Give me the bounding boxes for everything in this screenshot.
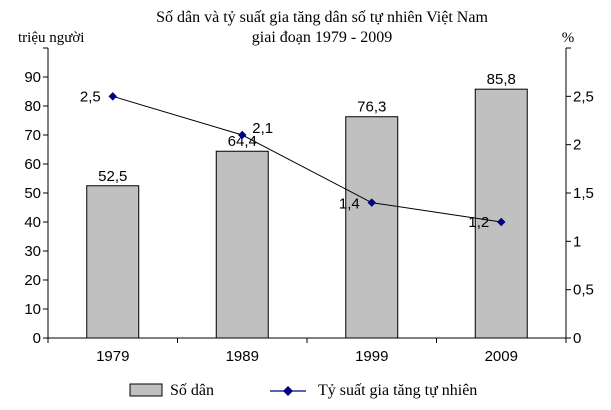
x-tick-label-1999: 1999: [355, 348, 388, 365]
y-right-tick-label-0.5: 0,5: [573, 282, 594, 299]
bar-value-label-2009: 85,8: [487, 71, 516, 88]
legend-label-ty-suat: Tỷ suất gia tăng tự nhiên: [318, 382, 477, 399]
line-path-ty-suat: [112, 95, 502, 223]
bar-1979: [86, 185, 140, 339]
y-left-tick-label-30: 30: [24, 243, 41, 260]
line-marker-2009: [497, 217, 506, 227]
x-tick-label-1989: 1989: [226, 348, 259, 365]
line-value-label-1989: 2,1: [252, 120, 273, 137]
y-left-tick-label-40: 40: [24, 214, 41, 231]
y-right-tick-label-2.5: 2,5: [573, 88, 594, 105]
axes: 0 10 20 30 40 50 60 70 80 90 0 0,5 1 1,5 2 2,5 1979 1989 1…: [24, 47, 594, 365]
bar-value-label-1989: 64,4: [228, 133, 257, 150]
y-left-tick-label-90: 90: [24, 69, 41, 86]
legend-label-so-dan: Số dân: [170, 382, 214, 399]
line-marker-1989: [238, 130, 247, 140]
bar-2009: [474, 88, 528, 339]
legend-marker-ty-suat: [283, 386, 293, 396]
chart-title-line-2: giai đoạn 1979 - 2009: [252, 29, 392, 46]
bar-series: 52,5 64,4 76,3 85,8: [86, 71, 528, 339]
y-right-tick-label-2: 2: [573, 137, 581, 154]
line-marker-1999: [367, 198, 376, 207]
bar-value-label-1979: 52,5: [98, 168, 127, 185]
chart-title-line-1: Số dân và tỷ suất gia tăng dân số tự nhi…: [156, 9, 488, 26]
x-tick-label-2009: 2009: [485, 348, 518, 365]
y-left-tick-label-10: 10: [24, 301, 41, 318]
x-tick-label-1979: 1979: [96, 348, 129, 365]
bar-1989: [215, 150, 269, 339]
y-left-tick-label-60: 60: [24, 156, 41, 173]
line-marker-1979: [108, 92, 117, 101]
bar-1999: [345, 116, 399, 339]
legend-swatch-so-dan: [129, 383, 163, 397]
y-right-tick-label-0: 0: [573, 330, 581, 347]
legend: Số dân Tỷ suất gia tăng tự nhiên: [129, 382, 477, 399]
y-right-tick-label-1.5: 1,5: [573, 185, 594, 202]
y-right-axis-label: %: [562, 30, 575, 46]
y-left-axis-label: triệu người: [18, 30, 84, 46]
y-left-tick-label-70: 70: [24, 127, 41, 144]
line-value-label-1999: 1,4: [339, 196, 360, 213]
line-value-label-2009: 1,2: [468, 214, 489, 231]
line-series: 2,5 2,1 1,4 1,2: [80, 88, 506, 231]
y-left-tick-label-0: 0: [33, 330, 41, 347]
line-value-label-1979: 2,5: [80, 88, 101, 105]
y-right-tick-label-1: 1: [573, 233, 581, 250]
y-left-tick-label-20: 20: [24, 272, 41, 289]
bar-value-label-1999: 76,3: [357, 99, 386, 116]
y-left-tick-label-80: 80: [24, 98, 41, 115]
y-left-tick-label-50: 50: [24, 185, 41, 202]
